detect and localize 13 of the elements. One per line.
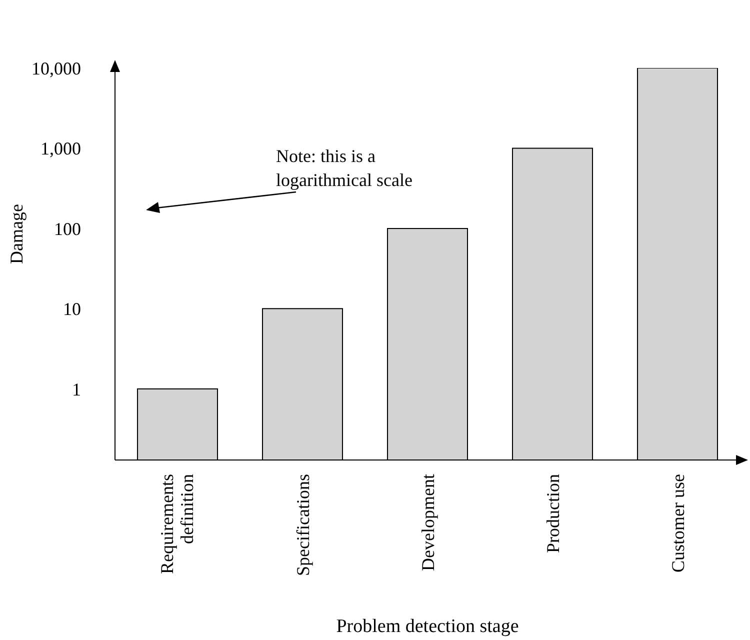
- x-axis-title: Problem detection stage: [336, 616, 519, 637]
- y-tick-label: 10: [63, 299, 81, 320]
- x-tick-label: Specifications: [292, 474, 313, 576]
- y-tick-label: 1: [72, 379, 81, 400]
- y-tick-label: 100: [54, 218, 81, 239]
- y-tick-label: 10,000: [32, 58, 81, 78]
- y-axis-title: Damage: [6, 204, 26, 264]
- x-tick-label: Production: [542, 474, 563, 553]
- y-tick-label: 1,000: [40, 138, 81, 159]
- x-tick-label: Requirements definition: [157, 474, 197, 574]
- x-tick-label: Development: [418, 474, 438, 571]
- annotation: Note: this is a logarithmical scale: [276, 145, 414, 192]
- x-tick-label: Customer use: [668, 474, 688, 572]
